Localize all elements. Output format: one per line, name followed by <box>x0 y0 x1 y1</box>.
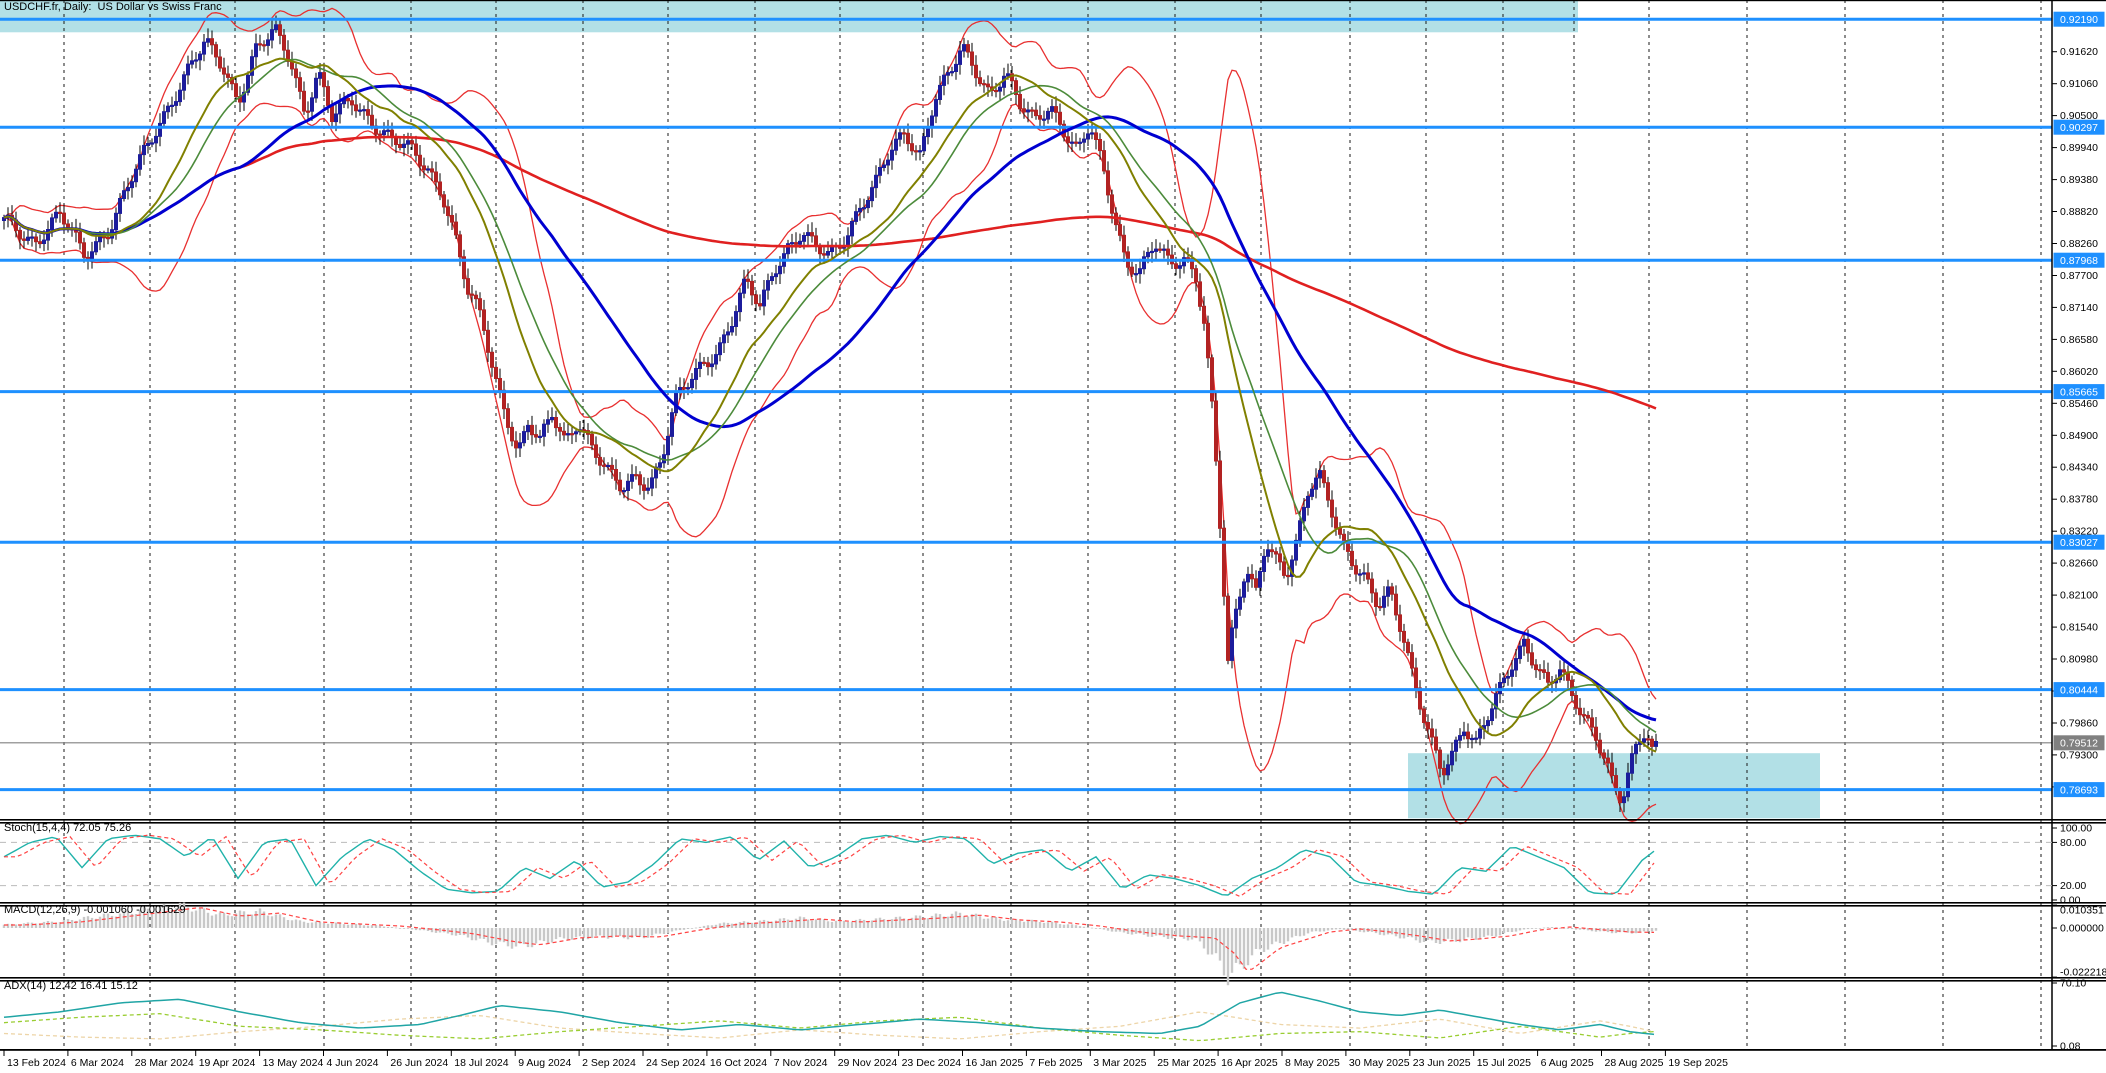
svg-text:0.89380: 0.89380 <box>2060 174 2098 186</box>
svg-text:0.81540: 0.81540 <box>2060 622 2098 634</box>
moving-averages <box>3 57 1657 753</box>
svg-text:7 Feb 2025: 7 Feb 2025 <box>1029 1057 1082 1069</box>
svg-text:0.010351: 0.010351 <box>2060 905 2104 917</box>
svg-text:0.87140: 0.87140 <box>2060 302 2098 314</box>
svg-text:23 Dec 2024: 23 Dec 2024 <box>902 1057 962 1069</box>
highlight-zone <box>0 0 1578 33</box>
svg-text:19 Apr 2024: 19 Apr 2024 <box>199 1057 256 1069</box>
svg-text:0.89940: 0.89940 <box>2060 142 2098 154</box>
svg-text:25 Mar 2025: 25 Mar 2025 <box>1157 1057 1216 1069</box>
svg-text:0.88260: 0.88260 <box>2060 238 2098 250</box>
svg-text:0.82100: 0.82100 <box>2060 590 2098 602</box>
svg-text:0.000000: 0.000000 <box>2060 923 2104 935</box>
svg-text:70.10: 70.10 <box>2060 978 2086 990</box>
adx-indicator-header: ADX(14) 12.42 16.41 15.12 <box>4 980 138 992</box>
price-label: 0.90297 <box>2053 119 2105 135</box>
price-label: 0.78693 <box>2053 782 2105 798</box>
svg-text:4 Jun 2024: 4 Jun 2024 <box>327 1057 379 1069</box>
svg-text:0.90297: 0.90297 <box>2060 122 2098 134</box>
svg-text:0.88820: 0.88820 <box>2060 206 2098 218</box>
svg-text:0.92190: 0.92190 <box>2060 14 2098 26</box>
svg-text:29 Nov 2024: 29 Nov 2024 <box>838 1057 898 1069</box>
svg-text:0.79300: 0.79300 <box>2060 749 2098 761</box>
svg-text:0.83780: 0.83780 <box>2060 494 2098 506</box>
price-label: 0.83027 <box>2053 534 2105 550</box>
svg-text:100.00: 100.00 <box>2060 823 2092 835</box>
price-label: 0.92190 <box>2053 11 2105 27</box>
svg-text:16 Oct 2024: 16 Oct 2024 <box>710 1057 767 1069</box>
svg-text:0.00: 0.00 <box>2060 895 2081 907</box>
svg-text:20.00: 20.00 <box>2060 880 2086 892</box>
svg-text:0.86580: 0.86580 <box>2060 334 2098 346</box>
price-label: 0.79512 <box>2053 735 2105 751</box>
chart-title: USDCHF.fr, Daily: US Dollar vs Swiss Fra… <box>4 1 222 13</box>
svg-text:6 Aug 2025: 6 Aug 2025 <box>1541 1057 1594 1069</box>
svg-text:9 Aug 2024: 9 Aug 2024 <box>518 1057 571 1069</box>
svg-text:-0.022218: -0.022218 <box>2060 967 2106 979</box>
svg-text:0.85665: 0.85665 <box>2060 386 2098 398</box>
svg-text:16 Jan 2025: 16 Jan 2025 <box>966 1057 1024 1069</box>
svg-text:13 Feb 2024: 13 Feb 2024 <box>7 1057 66 1069</box>
price-label: 0.87968 <box>2053 252 2105 268</box>
svg-text:0.87968: 0.87968 <box>2060 255 2098 267</box>
svg-text:0.91620: 0.91620 <box>2060 46 2098 58</box>
svg-text:28 Mar 2024: 28 Mar 2024 <box>135 1057 194 1069</box>
svg-text:0.08: 0.08 <box>2060 1041 2081 1053</box>
svg-text:3 Mar 2025: 3 Mar 2025 <box>1093 1057 1146 1069</box>
svg-text:26 Jun 2024: 26 Jun 2024 <box>390 1057 448 1069</box>
svg-text:30 May 2025: 30 May 2025 <box>1349 1057 1410 1069</box>
svg-text:23 Jun 2025: 23 Jun 2025 <box>1413 1057 1471 1069</box>
svg-text:6 Mar 2024: 6 Mar 2024 <box>71 1057 124 1069</box>
svg-text:2 Sep 2024: 2 Sep 2024 <box>582 1057 636 1069</box>
svg-text:0.79860: 0.79860 <box>2060 718 2098 730</box>
svg-text:80.00: 80.00 <box>2060 837 2086 849</box>
svg-text:0.91060: 0.91060 <box>2060 78 2098 90</box>
svg-text:0.86020: 0.86020 <box>2060 366 2098 378</box>
svg-text:0.80980: 0.80980 <box>2060 654 2098 666</box>
svg-text:0.80444: 0.80444 <box>2060 684 2098 696</box>
svg-text:0.78693: 0.78693 <box>2060 784 2098 796</box>
price-label: 0.80444 <box>2053 682 2105 698</box>
svg-text:0.90500: 0.90500 <box>2060 110 2098 122</box>
svg-text:19 Sep 2025: 19 Sep 2025 <box>1668 1057 1728 1069</box>
bollinger-bands <box>3 7 1657 825</box>
svg-text:0.82660: 0.82660 <box>2060 558 2098 570</box>
date-axis: 13 Feb 2024 6 Mar 2024 28 Mar 2024 19 Apr 2… <box>3 1049 1728 1069</box>
stoch-indicator-header: Stoch(15,4,4) 72.05 75.26 <box>4 822 132 834</box>
svg-text:0.84900: 0.84900 <box>2060 430 2098 442</box>
indicator-axes: 100.00 80.00 20.00 0.000.010351 0.000000 -0.0… <box>2052 823 2106 1053</box>
candles-layer <box>2 15 1658 813</box>
adx-lines <box>3 991 1655 1042</box>
macd-histogram <box>2 902 1658 986</box>
svg-text:7 Nov 2024: 7 Nov 2024 <box>774 1057 828 1069</box>
svg-text:18 Jul 2024: 18 Jul 2024 <box>454 1057 508 1069</box>
svg-text:28 Aug 2025: 28 Aug 2025 <box>1605 1057 1664 1069</box>
svg-text:24 Sep 2024: 24 Sep 2024 <box>646 1057 706 1069</box>
macd-signal-line <box>4 907 1655 970</box>
svg-text:8 May 2025: 8 May 2025 <box>1285 1057 1340 1069</box>
svg-text:0.87700: 0.87700 <box>2060 270 2098 282</box>
stochastic-lines <box>3 834 1655 898</box>
price-label: 0.85665 <box>2053 384 2105 400</box>
svg-text:0.79512: 0.79512 <box>2060 738 2098 750</box>
svg-text:15 Jul 2025: 15 Jul 2025 <box>1477 1057 1531 1069</box>
svg-text:0.85460: 0.85460 <box>2060 398 2098 410</box>
svg-text:13 May 2024: 13 May 2024 <box>263 1057 324 1069</box>
svg-text:0.84340: 0.84340 <box>2060 462 2098 474</box>
svg-text:0.83027: 0.83027 <box>2060 537 2098 549</box>
macd-indicator-header: MACD(12,26,9) -0.001060 -0.001629 <box>4 904 186 916</box>
svg-text:16 Apr 2025: 16 Apr 2025 <box>1221 1057 1278 1069</box>
